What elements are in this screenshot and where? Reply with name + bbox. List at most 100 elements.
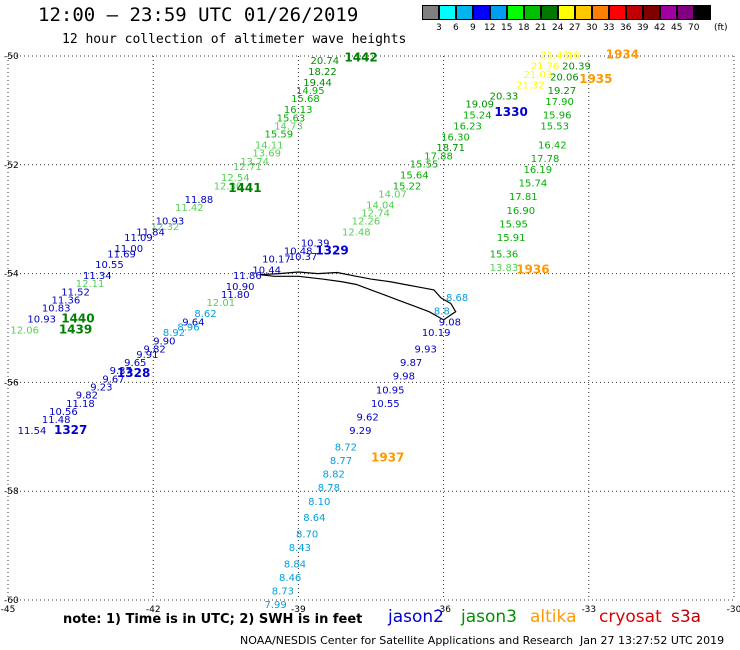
- wave-height-point: 7.99: [265, 600, 287, 611]
- wave-height-point: 13.74: [240, 157, 269, 168]
- x-tick-label: -45: [1, 605, 16, 615]
- track-label: 1441: [228, 181, 261, 195]
- wave-height-point: 15.64: [400, 170, 429, 181]
- wave-height-point: 11.18: [66, 399, 95, 410]
- wave-height-point: 16: [567, 51, 580, 62]
- legend-level-label: 18: [518, 23, 530, 33]
- wave-height-point: 20.74: [311, 56, 340, 67]
- track-label: 1328: [117, 366, 150, 380]
- wave-height-point: 14.04: [366, 200, 395, 211]
- track-label: 1330: [494, 105, 527, 119]
- wave-height-point: 8.78: [318, 483, 340, 494]
- legend-level-label: 39: [637, 23, 649, 33]
- legend-swatch: [694, 5, 711, 20]
- wave-height-point: 11.69: [107, 249, 136, 260]
- page-title: 12:00 – 23:59 UTC 01/26/2019: [38, 4, 359, 26]
- wave-height-point: 18.71: [436, 143, 465, 154]
- wave-height-point: 9.65: [124, 358, 146, 369]
- wave-height-point: 16.42: [538, 140, 567, 151]
- wave-height-point: 11.36: [52, 296, 81, 307]
- wave-height-point: 11.86: [233, 271, 262, 282]
- wave-height-point: 15.96: [543, 111, 572, 122]
- wave-height-point: 17.78: [531, 154, 560, 165]
- wave-height-point: 8.70: [296, 529, 318, 540]
- wave-height-point: 9.82: [76, 391, 98, 402]
- legend-level-label: 33: [603, 23, 615, 33]
- legend-swatch: [456, 5, 473, 20]
- wave-height-point: 19.44: [303, 78, 332, 89]
- legend-level-label: 21: [535, 23, 547, 33]
- wave-height-point: 9.29: [349, 426, 371, 437]
- wave-height-point: 9.90: [153, 336, 175, 347]
- footer-note: note: 1) Time is in UTC; 2) SWH is in fe…: [63, 612, 363, 627]
- wave-height-point: 15.59: [265, 130, 294, 141]
- y-tick-label: -58: [4, 487, 19, 497]
- wave-height-point: 15.24: [463, 111, 492, 122]
- wave-height-point: 12.06: [10, 325, 39, 336]
- legend-swatch: [575, 5, 592, 20]
- wave-height-point: 21.76: [531, 62, 560, 73]
- wave-height-point: 12.71: [233, 162, 262, 173]
- wave-height-point: 11.09: [124, 233, 153, 244]
- track-label: 1439: [59, 322, 92, 336]
- wave-height-point: 11.88: [185, 195, 214, 206]
- legend-unit: (ft): [714, 23, 728, 33]
- wave-height-point: 8.43: [289, 543, 311, 554]
- y-tick-label: -54: [4, 270, 19, 280]
- legend-jason3: jason3: [461, 607, 517, 627]
- page-subtitle: 12 hour collection of altimeter wave hei…: [62, 32, 407, 47]
- wave-height-point: 15.68: [291, 94, 320, 105]
- legend-swatch: [541, 5, 558, 20]
- wave-height-point: 15.91: [497, 233, 526, 244]
- x-tick-label: -36: [436, 605, 451, 615]
- wave-height-point: 17.88: [424, 151, 453, 162]
- wave-height-point: 9.91: [136, 350, 158, 361]
- wave-height-point: 21.43: [540, 51, 569, 62]
- wave-height-point: 14.11: [255, 140, 284, 151]
- x-tick-label: -39: [291, 605, 306, 615]
- legend-swatch: [558, 5, 575, 20]
- wave-height-point: 12.01: [206, 298, 235, 309]
- footer-timestamp: Jan 27 13:27:52 UTC 2019: [580, 634, 725, 647]
- coastline: [259, 271, 457, 321]
- legend-level-label: 45: [671, 23, 683, 33]
- wave-height-point: 12.30: [214, 181, 243, 192]
- wave-height-point: 8.8: [434, 306, 450, 317]
- wave-height-point: 9.87: [400, 358, 422, 369]
- wave-height-point: 15.53: [540, 121, 569, 132]
- y-tick-label: -52: [4, 161, 19, 171]
- wave-height-point: 10.93: [156, 217, 185, 228]
- wave-height-point: 12.48: [342, 228, 371, 239]
- wave-height-point: 11.00: [114, 244, 143, 255]
- wave-height-point: 12.26: [352, 217, 381, 228]
- legend-level-label: 27: [569, 23, 581, 33]
- wave-height-point: 16.23: [453, 121, 482, 132]
- wave-height-point: 11.34: [83, 271, 112, 282]
- legend-level-label: 12: [484, 23, 496, 33]
- x-tick-label: -42: [146, 605, 161, 615]
- wave-height-point: 8.84: [284, 559, 306, 570]
- wave-height-point: 10.17: [262, 255, 291, 266]
- wave-height-point: 18.22: [308, 67, 337, 78]
- track-label: 1440: [61, 312, 94, 326]
- wave-height-point: 10.39: [301, 238, 330, 249]
- wave-height-point: 11.52: [61, 287, 90, 298]
- wave-height-point: 8.10: [308, 497, 330, 508]
- legend-level-label: 6: [453, 23, 459, 33]
- legend-swatch: [507, 5, 524, 20]
- wave-height-point: 11.84: [136, 228, 165, 239]
- wave-height-point: 10.55: [371, 399, 400, 410]
- wave-height-point: 9.37: [110, 366, 132, 377]
- wave-height-point: 8.82: [323, 470, 345, 481]
- wave-height-point: 15.63: [277, 113, 306, 124]
- wave-height-point: 8.64: [303, 513, 325, 524]
- wave-height-point: 10.56: [49, 407, 78, 418]
- wave-height-point: 10.83: [42, 304, 71, 315]
- legend-level-label: 3: [436, 23, 442, 33]
- track-label: 1937: [371, 450, 404, 464]
- wave-height-point: 19.27: [548, 86, 577, 97]
- y-tick-label: -56: [4, 378, 19, 388]
- wave-height-point: 9.82: [144, 344, 166, 355]
- wave-height-point: 11.54: [18, 426, 47, 437]
